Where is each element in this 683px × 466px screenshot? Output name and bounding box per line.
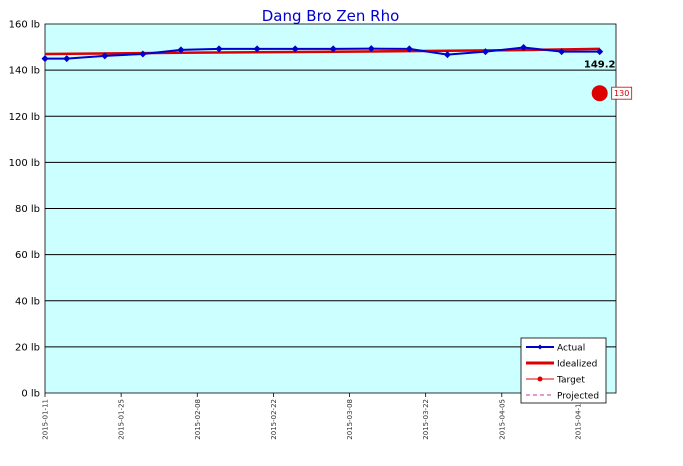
legend-marker [537, 344, 543, 350]
target-point [591, 85, 608, 102]
x-tick-label: 2015-03-22 [422, 399, 430, 440]
actual-point [101, 52, 109, 60]
actual-point [405, 45, 413, 53]
actual-point [367, 45, 375, 53]
x-tick-label: 2015-01-11 [42, 399, 50, 440]
actual-point [596, 48, 604, 56]
x-tick-label: 2015-02-08 [194, 399, 202, 440]
x-axis-ticks: 2015-01-11 2015-01-25 2015-02-08 2015-02-22… [42, 393, 582, 440]
actual-point [177, 46, 185, 54]
actual-line [45, 46, 600, 60]
actual-point [520, 44, 528, 52]
actual-point [139, 50, 147, 58]
actual-point [481, 48, 489, 56]
legend-marker [537, 376, 543, 382]
x-tick-label: 2015-04-19 [574, 399, 582, 440]
legend-item: Projected [526, 392, 599, 402]
actual-point [291, 45, 299, 53]
legend-label: Projected [557, 392, 599, 402]
target-label: 130 [614, 89, 629, 98]
annotations: 149.2 130 [584, 60, 633, 100]
legend-label: Actual [557, 344, 585, 354]
actual-point [63, 55, 71, 63]
x-tick-label: 2015-02-22 [270, 399, 278, 440]
actual-point [443, 51, 451, 59]
x-tick-label: 2015-03-08 [346, 399, 354, 440]
y-tick-label: 80 lb [15, 204, 40, 215]
chart-title: Dang Bro Zen Rho [262, 7, 400, 25]
y-tick-label: 120 lb [9, 112, 40, 123]
actual-point [215, 45, 223, 53]
y-tick-label: 100 lb [9, 158, 40, 169]
y-tick-label: 60 lb [15, 250, 40, 261]
legend-item: Idealized [526, 360, 597, 370]
y-tick-label: 20 lb [15, 342, 40, 353]
legend: Actual Idealized Target Projected [520, 337, 607, 404]
legend-item: Target [526, 376, 585, 386]
last-value-label: 149.2 [584, 60, 616, 71]
target-label-box [611, 86, 633, 100]
y-axis-ticks: 0 lb 20 lb 40 lb 60 lb 80 lb 100 lb 120 lb 140 … [9, 20, 40, 400]
legend-box [520, 337, 607, 404]
legend-label: Target [556, 376, 585, 386]
y-tick-label: 140 lb [9, 66, 40, 77]
actual-point [41, 55, 49, 63]
y-tick-label: 160 lb [9, 20, 40, 31]
y-tick-label: 40 lb [15, 296, 40, 307]
x-tick-label: 2015-04-05 [498, 399, 506, 440]
x-tick-label: 2015-01-25 [118, 399, 126, 440]
actual-point [329, 45, 337, 53]
legend-item: Actual [526, 344, 585, 354]
y-tick-label: 0 lb [21, 389, 40, 400]
series-layer [41, 44, 608, 102]
actual-point [558, 48, 566, 56]
legend-label: Idealized [557, 360, 597, 370]
actual-point [253, 45, 261, 53]
